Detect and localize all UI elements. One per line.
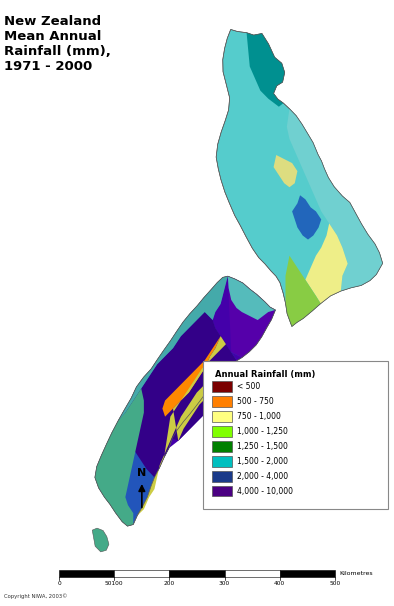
Polygon shape xyxy=(95,276,275,526)
Polygon shape xyxy=(213,276,275,358)
Bar xyxy=(114,570,169,577)
Bar xyxy=(212,396,232,407)
Text: 500: 500 xyxy=(329,581,340,585)
Bar xyxy=(212,426,232,437)
Text: 1,500 - 2,000: 1,500 - 2,000 xyxy=(237,457,288,466)
Text: 0: 0 xyxy=(57,581,61,585)
Text: 1,250 - 1,500: 1,250 - 1,500 xyxy=(237,442,288,451)
Polygon shape xyxy=(216,30,383,327)
Text: 400: 400 xyxy=(274,581,285,585)
Polygon shape xyxy=(162,336,221,417)
Text: < 500: < 500 xyxy=(237,382,260,391)
Polygon shape xyxy=(273,155,297,187)
Text: 500 - 750: 500 - 750 xyxy=(237,397,274,406)
Text: New Zealand
Mean Annual
Rainfall (mm),
1971 - 2000: New Zealand Mean Annual Rainfall (mm), 1… xyxy=(4,15,111,73)
Text: 300: 300 xyxy=(219,581,230,585)
Text: Kilometres: Kilometres xyxy=(340,571,373,576)
Polygon shape xyxy=(169,276,242,448)
Polygon shape xyxy=(95,388,144,526)
FancyBboxPatch shape xyxy=(203,361,388,509)
Polygon shape xyxy=(286,256,321,327)
Text: Copyright NIWA, 2003©: Copyright NIWA, 2003© xyxy=(4,593,67,599)
Polygon shape xyxy=(292,195,321,239)
Polygon shape xyxy=(92,528,109,552)
Text: 750 - 1,000: 750 - 1,000 xyxy=(237,412,281,421)
Bar xyxy=(212,381,232,392)
Bar xyxy=(59,570,114,577)
Text: 50100: 50100 xyxy=(105,581,124,585)
Text: 200: 200 xyxy=(164,581,175,585)
Text: N: N xyxy=(137,467,147,478)
Polygon shape xyxy=(137,336,226,516)
Bar xyxy=(212,486,232,496)
Text: 2,000 - 4,000: 2,000 - 4,000 xyxy=(237,471,288,481)
Polygon shape xyxy=(287,108,383,291)
Bar xyxy=(169,570,225,577)
Polygon shape xyxy=(120,312,239,478)
Polygon shape xyxy=(228,276,275,320)
Polygon shape xyxy=(118,276,228,421)
Text: 4,000 - 10,000: 4,000 - 10,000 xyxy=(237,487,293,496)
Polygon shape xyxy=(305,224,348,304)
Polygon shape xyxy=(247,33,285,107)
Bar xyxy=(280,570,335,577)
Bar xyxy=(212,441,232,451)
Bar xyxy=(212,471,232,482)
Text: Annual Rainfall (mm): Annual Rainfall (mm) xyxy=(215,370,315,379)
Text: 1,000 - 1,250: 1,000 - 1,250 xyxy=(237,427,288,436)
Bar xyxy=(225,570,280,577)
Bar xyxy=(212,411,232,422)
Bar xyxy=(212,456,232,467)
